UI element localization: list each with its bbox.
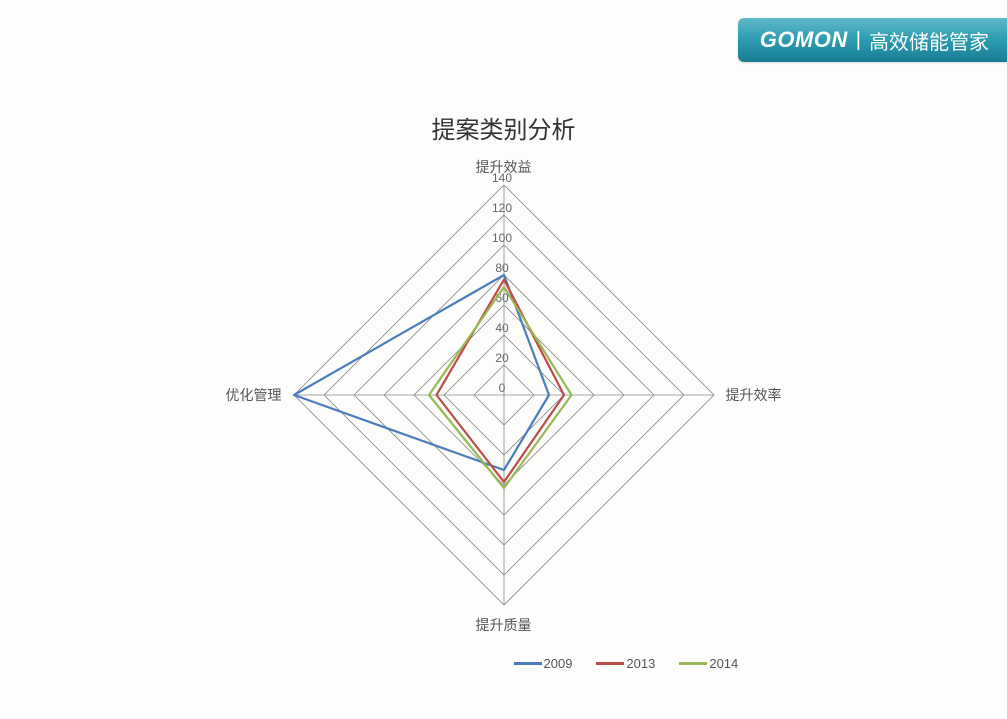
axis-label: 提升效益	[476, 157, 532, 177]
legend-swatch	[514, 662, 542, 665]
legend: 2009 2013 2014	[514, 656, 739, 671]
tick-label: 80	[495, 261, 509, 275]
brand-badge: GOMON | 高效储能管家	[738, 18, 1007, 62]
axis-label: 提升效率	[726, 385, 782, 405]
brand-tagline: 高效储能管家	[869, 26, 989, 55]
radar-svg: 020406080100120140	[276, 167, 732, 623]
tick-label: 0	[498, 381, 505, 395]
brand-logo: GOMON	[760, 27, 848, 53]
chart-title: 提案类别分析	[0, 110, 1007, 145]
axis-label: 提升质量	[476, 615, 532, 635]
tick-label: 20	[495, 351, 509, 365]
legend-item-2009: 2009	[514, 656, 573, 671]
legend-label: 2014	[709, 656, 738, 671]
legend-label: 2013	[626, 656, 655, 671]
legend-swatch	[679, 662, 707, 665]
tick-label: 100	[491, 231, 511, 245]
legend-item-2014: 2014	[679, 656, 738, 671]
legend-label: 2009	[544, 656, 573, 671]
legend-item-2013: 2013	[596, 656, 655, 671]
tick-label: 40	[495, 321, 509, 335]
series-line-2009	[294, 275, 549, 470]
legend-swatch	[596, 662, 624, 665]
tick-label: 120	[491, 201, 511, 215]
brand-separator: |	[856, 29, 861, 52]
axis-label: 优化管理	[226, 385, 282, 405]
radar-chart: 020406080100120140	[276, 167, 732, 623]
